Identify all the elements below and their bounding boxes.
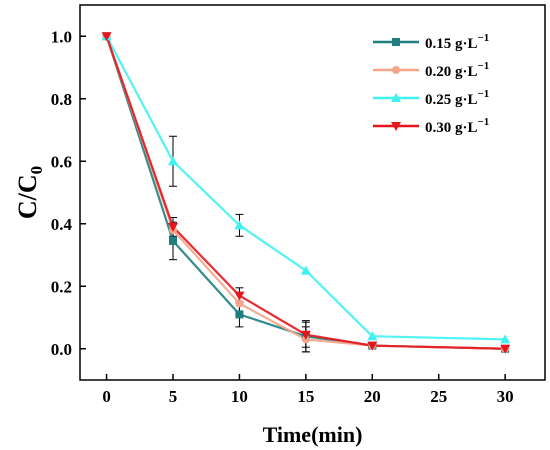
series-lines bbox=[105, 35, 506, 350]
data-point bbox=[234, 220, 245, 230]
y-tick-label: 0.2 bbox=[51, 277, 72, 296]
y-tick-label: 0.4 bbox=[51, 215, 73, 234]
data-point bbox=[168, 222, 178, 232]
series-line-4 bbox=[105, 35, 506, 350]
legend-marker bbox=[391, 93, 401, 102]
y-axis-label-main: C/C bbox=[13, 174, 42, 219]
legend-marker bbox=[392, 66, 400, 74]
series-line-3 bbox=[105, 35, 506, 341]
y-axis-ticks: 0.0 0.2 0.4 0.6 0.8 1.0 bbox=[51, 27, 86, 359]
x-tick-label: 0 bbox=[102, 387, 111, 406]
data-point bbox=[169, 236, 177, 245]
series-line-1 bbox=[105, 35, 506, 350]
series-line-2 bbox=[105, 35, 506, 350]
x-tick-label: 10 bbox=[231, 387, 248, 406]
data-point bbox=[168, 156, 178, 166]
legend-item: 0.15 g·L−1 bbox=[373, 32, 489, 52]
y-tick-label: 0.0 bbox=[51, 340, 72, 359]
data-point bbox=[500, 334, 511, 344]
legend-item: 0.25 g·L−1 bbox=[373, 88, 489, 108]
y-axis-label-subscript: 0 bbox=[27, 166, 46, 175]
data-point bbox=[235, 310, 244, 319]
x-tick-label: 5 bbox=[169, 387, 178, 406]
legend-label: 0.20 g·L−1 bbox=[425, 60, 489, 80]
legend-label: 0.25 g·L−1 bbox=[425, 88, 489, 108]
legend: 0.15 g·L−1 0.20 g·L−1 0.25 g·L−1 0.30 g·L−1 bbox=[373, 32, 489, 136]
data-point bbox=[300, 330, 311, 340]
data-point bbox=[235, 299, 244, 308]
data-point bbox=[367, 331, 378, 341]
series-markers bbox=[101, 31, 511, 354]
y-axis-label: C/C0 bbox=[13, 166, 46, 219]
legend-marker bbox=[392, 38, 400, 46]
data-point bbox=[234, 291, 245, 301]
legend-label: 0.15 g·L−1 bbox=[425, 32, 489, 52]
legend-item: 0.20 g·L−1 bbox=[373, 60, 489, 80]
x-tick-label: 30 bbox=[497, 387, 514, 406]
legend-item: 0.30 g·L−1 bbox=[373, 116, 489, 136]
x-axis-label: Time(min) bbox=[263, 422, 363, 447]
legend-label: 0.30 g·L−1 bbox=[425, 116, 489, 136]
x-axis-ticks: 0 5 10 15 20 25 30 bbox=[102, 374, 514, 406]
data-point bbox=[367, 341, 378, 351]
data-point bbox=[300, 265, 311, 275]
y-tick-label: 1.0 bbox=[51, 27, 72, 46]
data-point bbox=[101, 32, 112, 42]
y-tick-label: 0.8 bbox=[51, 90, 72, 109]
x-tick-label: 15 bbox=[297, 387, 314, 406]
plot-frame bbox=[79, 4, 546, 381]
x-tick-label: 25 bbox=[430, 387, 447, 406]
legend-marker bbox=[391, 122, 401, 131]
y-tick-label: 0.6 bbox=[51, 152, 72, 171]
x-tick-label: 20 bbox=[364, 387, 381, 406]
error-bars bbox=[169, 135, 377, 353]
data-point bbox=[500, 344, 511, 354]
